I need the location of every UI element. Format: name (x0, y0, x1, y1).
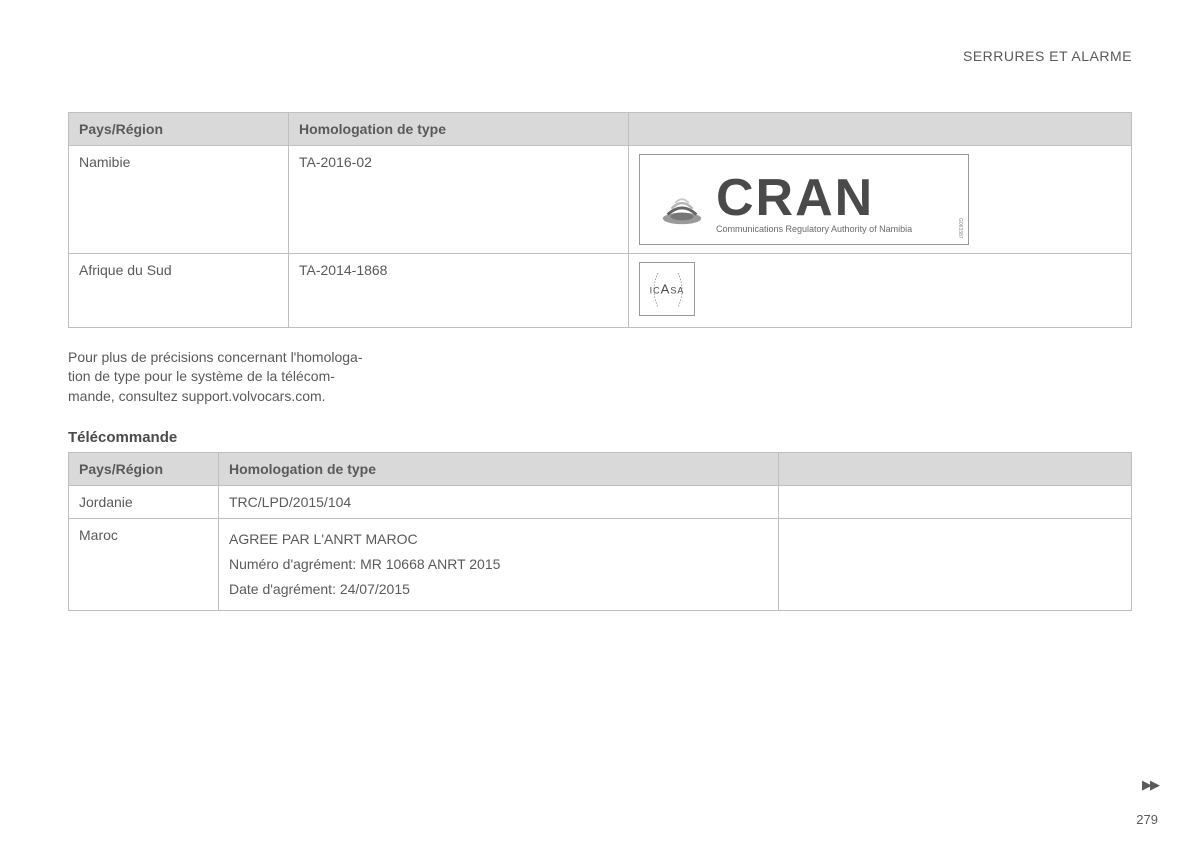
table-row: Afrique du Sud TA-2014-1868 ICASA (69, 253, 1132, 327)
extra-cell (779, 485, 1132, 518)
approval-cell: TA-2014-1868 (289, 253, 629, 327)
extra-cell (779, 518, 1132, 611)
page-header-section: SERRURES ET ALARME (68, 48, 1132, 64)
country-cell: Jordanie (69, 485, 219, 518)
table2-header-country: Pays/Région (69, 452, 219, 485)
table1-header-logo (629, 113, 1132, 146)
table1-header-country: Pays/Région (69, 113, 289, 146)
page-number: 279 (1136, 812, 1158, 827)
icasa-logo-box: ICASA (639, 262, 695, 316)
logo-cell: ICASA (629, 253, 1132, 327)
table-row: Maroc AGREE PAR L'ANRT MAROC Numéro d'ag… (69, 518, 1132, 611)
section-heading-telecommande: Télécommande (68, 429, 1132, 448)
approval-cell: TA-2016-02 (289, 146, 629, 254)
approval-cell: AGREE PAR L'ANRT MAROC Numéro d'agrément… (219, 518, 779, 611)
cran-image-ref: G063387 (957, 218, 963, 239)
table2-header-extra (779, 452, 1132, 485)
country-cell: Afrique du Sud (69, 253, 289, 327)
icasa-logo-text: ICASA (650, 281, 685, 296)
cran-logo-subtitle: Communications Regulatory Authority of N… (716, 224, 912, 234)
footnote-text: Pour plus de précisions concernant l'hom… (68, 348, 1132, 407)
cran-logo-text: CRAN (716, 175, 912, 222)
approval-table-1: Pays/Région Homologation de type Namibie… (68, 112, 1132, 328)
cran-logo-box: CRAN Communications Regulatory Authority… (639, 154, 969, 245)
cran-satellite-icon (658, 180, 706, 228)
continue-indicator-icon: ▶▶ (1142, 777, 1158, 793)
table-row: Namibie TA-2016-02 (69, 146, 1132, 254)
table1-header-approval: Homologation de type (289, 113, 629, 146)
country-cell: Maroc (69, 518, 219, 611)
table2-header-approval: Homologation de type (219, 452, 779, 485)
approval-cell: TRC/LPD/2015/104 (219, 485, 779, 518)
approval-table-2: Pays/Région Homologation de type Jordani… (68, 452, 1132, 612)
country-cell: Namibie (69, 146, 289, 254)
table-row: Jordanie TRC/LPD/2015/104 (69, 485, 1132, 518)
logo-cell: CRAN Communications Regulatory Authority… (629, 146, 1132, 254)
